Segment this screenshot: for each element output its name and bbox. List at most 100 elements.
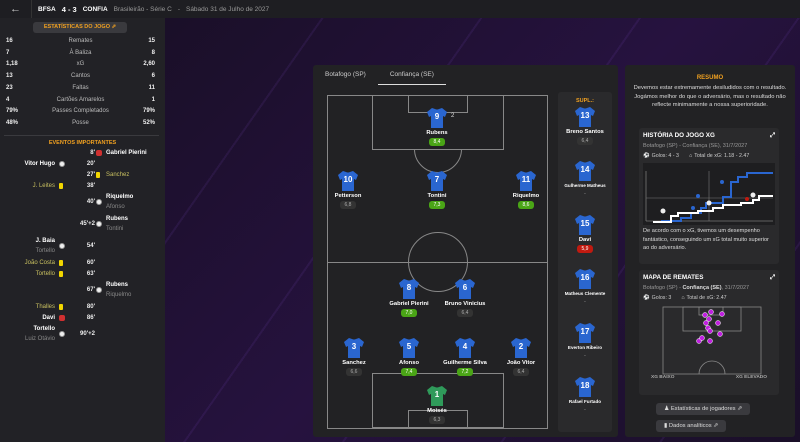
stat-away: 1 xyxy=(151,96,155,103)
shirt-number: 11 xyxy=(521,175,531,184)
stat-row: 1,18 xG 2,60 xyxy=(6,61,155,71)
player-rating: - xyxy=(584,353,586,359)
sub-player[interactable]: 17 Everton Ribeiro - xyxy=(555,322,615,360)
yellow-card-icon xyxy=(59,271,63,277)
yellow-card-icon xyxy=(59,304,63,310)
yellow-card-icon xyxy=(59,260,63,266)
player-name: Sanchez xyxy=(342,360,366,366)
shirt-icon: 1 xyxy=(426,385,448,407)
goal-ball-icon xyxy=(96,287,102,293)
player-moisés[interactable]: 1 Moisés 6,3 xyxy=(407,385,467,424)
shirt-number: 14 xyxy=(580,165,590,174)
event-player: Thalles xyxy=(35,304,55,310)
player-petterson[interactable]: 10 Petterson 6,8 xyxy=(318,170,378,209)
shirt-number: 17 xyxy=(580,327,590,336)
sub-player[interactable]: 13 Breno Santos 6,4 xyxy=(555,106,615,145)
stat-away: 6 xyxy=(151,73,155,80)
player-afonso[interactable]: 5 Afonso 7,4 xyxy=(379,337,439,376)
player-joão-vitor[interactable]: 2 João Vitor 6,4 xyxy=(491,337,551,376)
player-name: Tontini xyxy=(427,193,447,199)
shirt-number: 7 xyxy=(434,175,440,184)
sub-player[interactable]: 14 Gulherme Matheus - xyxy=(555,160,615,198)
player-rubens[interactable]: 9 Rubens 8,4 2 xyxy=(407,107,467,146)
event-player: Rubens xyxy=(106,282,129,288)
event-minute: 40' xyxy=(86,199,95,205)
stat-label: Passes Completados xyxy=(52,108,109,115)
shot-map xyxy=(662,306,762,375)
player-stats-button[interactable]: ♟ Estatísticas de jogadores ⇗ xyxy=(656,403,751,415)
event-player: Davi xyxy=(42,315,55,321)
summary-text: Devemos estar extremamente desiludidos c… xyxy=(633,85,787,108)
player-stats-label: Estatísticas de jogadores xyxy=(670,406,736,412)
tab-away-team[interactable]: Confiança (SE) xyxy=(377,65,446,85)
stat-label: Cartões Amarelos xyxy=(56,96,105,103)
event-player: Rubens xyxy=(106,216,129,222)
stat-away: 11 xyxy=(148,84,155,91)
event-player: João Costa xyxy=(24,260,55,266)
xg-high-label: XG ELEVADO xyxy=(735,375,767,380)
shot-map-away: Confiança (SE) xyxy=(682,285,722,291)
xg-low-label: XG BAIXO xyxy=(651,375,675,380)
event-assist: Luiz Otávio xyxy=(24,336,55,342)
events-title: EVENTOS IMPORTANTES xyxy=(48,140,117,146)
event-assist: Tortello xyxy=(35,248,55,254)
stat-home: 4 xyxy=(6,96,10,103)
event-minute: 27' xyxy=(86,172,95,178)
goal-marker xyxy=(660,208,666,214)
player-name: João Vitor xyxy=(506,360,536,366)
player-rating: 6,3 xyxy=(429,416,445,424)
top-bar: ← BFSA 4 - 3 CONFIA Brasileirão - Série … xyxy=(0,0,800,18)
player-rating: 8,4 xyxy=(429,138,445,146)
goal-marker xyxy=(706,200,712,206)
player-tontini[interactable]: 7 Tontini 7,3 xyxy=(407,170,467,209)
tab-home-team[interactable]: Botafogo (SP) xyxy=(325,71,366,78)
shirt-number: 2 xyxy=(518,342,524,351)
player-name: Matheus Clemente xyxy=(564,291,606,296)
shot-markers xyxy=(696,309,725,344)
goal-marker xyxy=(696,194,700,198)
expand-icon[interactable]: ⤢ xyxy=(769,274,775,281)
back-arrow-icon[interactable]: ← xyxy=(0,0,32,18)
shirt-number: 18 xyxy=(580,381,590,390)
event-player: J. Baia xyxy=(35,238,55,244)
divider xyxy=(4,135,159,136)
stat-row: 79% Passes Completados 79% xyxy=(6,108,155,118)
stat-label: À Baliza xyxy=(69,49,92,56)
match-stats-button[interactable]: ESTATÍSTICAS DO JOGO ⇗ xyxy=(33,22,127,33)
analytics-button[interactable]: ▮ Dados analíticos ⇗ xyxy=(656,420,727,432)
player-gabriel-pierini[interactable]: 8 Gabriel Pierini 7,0 xyxy=(379,278,439,317)
home-team-abbr: BFSA xyxy=(38,5,56,13)
event-assist: Riquelmo xyxy=(106,292,132,298)
shirt-icon: 13 xyxy=(574,106,596,128)
goal-marker xyxy=(691,206,695,210)
summary-panel: RESUMO Devemos estar extremamente desilu… xyxy=(625,65,795,437)
player-name: Petterson xyxy=(334,193,362,199)
stat-away: 52% xyxy=(142,119,155,126)
shirt-number: 8 xyxy=(406,283,412,292)
sub-player[interactable]: 15 Davi 5,9 xyxy=(555,214,615,253)
player-sanchez[interactable]: 3 Sanchez 6,6 xyxy=(324,337,384,376)
xg-card-total: Total de xG: 1.18 - 2.47 xyxy=(694,153,750,159)
player-name: Bruno Vinicius xyxy=(444,301,486,307)
goal-ball-icon xyxy=(96,221,102,227)
stat-label: Posse xyxy=(72,119,89,126)
player-name: Guilherme Silva xyxy=(443,360,487,366)
event-minute: 80' xyxy=(86,304,95,310)
event-player: Riquelmo xyxy=(106,194,134,200)
player-bruno-vinicius[interactable]: 6 Bruno Vinicius 6,4 xyxy=(435,278,495,317)
player-rating: - xyxy=(584,299,586,305)
shot-map-title: MAPA DE REMATES xyxy=(643,274,704,281)
shirt-icon: 11 xyxy=(515,170,537,192)
score: 4 - 3 xyxy=(61,4,77,14)
goals-count: 2 xyxy=(451,113,455,119)
player-guilherme-silva[interactable]: 4 Guilherme Silva 7,2 xyxy=(435,337,495,376)
sub-player[interactable]: 16 Matheus Clemente - xyxy=(555,268,615,306)
expand-icon[interactable]: ⤢ xyxy=(769,132,775,139)
shirt-icon: 17 xyxy=(574,322,596,344)
player-rating: 7,4 xyxy=(401,368,417,376)
event-minute: 54' xyxy=(86,243,95,249)
player-riquelmo[interactable]: 11 Riquelmo 8,6 xyxy=(496,170,556,209)
sub-player[interactable]: 18 Rafael Furtado - xyxy=(555,376,615,414)
player-name: Everton Ribeiro xyxy=(567,345,603,350)
xg-story-card: HISTÓRIA DO JOGO XG ⤢ Botafogo (SP) - Con… xyxy=(639,128,779,264)
